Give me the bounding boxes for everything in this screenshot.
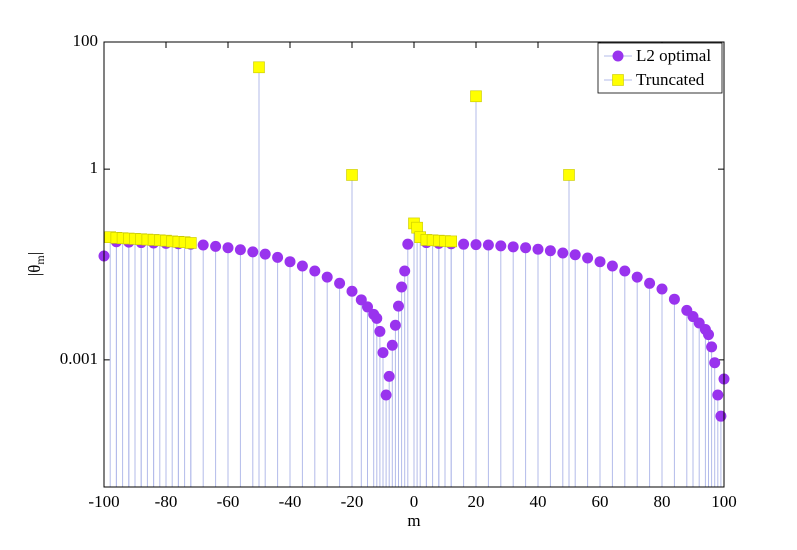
x-tick-label: -60 xyxy=(217,492,240,511)
marker xyxy=(569,249,581,261)
marker xyxy=(380,389,392,401)
marker xyxy=(619,265,631,277)
marker xyxy=(703,329,714,341)
marker xyxy=(355,294,367,306)
marker xyxy=(197,239,209,251)
marker xyxy=(470,90,482,103)
marker xyxy=(402,238,414,250)
legend-label: L2 optimal xyxy=(636,46,711,65)
legend-marker xyxy=(612,74,624,86)
marker xyxy=(631,271,643,283)
marker xyxy=(445,235,458,248)
marker xyxy=(507,241,519,253)
x-tick-label: 60 xyxy=(592,492,609,511)
x-tick-label: 20 xyxy=(468,492,485,511)
marker xyxy=(563,169,575,181)
marker xyxy=(334,277,346,289)
marker xyxy=(399,265,411,277)
marker xyxy=(715,410,727,422)
marker xyxy=(309,265,321,277)
y-label-part: |θ xyxy=(25,265,44,277)
marker xyxy=(389,319,401,331)
marker xyxy=(222,242,234,254)
marker xyxy=(458,238,470,250)
x-tick-label: 40 xyxy=(530,492,547,511)
marker xyxy=(557,247,569,259)
x-axis-label: m xyxy=(407,511,420,530)
marker xyxy=(234,244,246,256)
y-tick-label: 100 xyxy=(73,31,99,50)
x-tick-label: 80 xyxy=(654,492,671,511)
x-tick-label: -80 xyxy=(155,492,178,511)
marker xyxy=(386,339,398,351)
marker xyxy=(296,260,308,272)
marker xyxy=(396,281,408,293)
marker xyxy=(346,285,358,297)
marker xyxy=(259,248,271,260)
marker xyxy=(482,239,494,251)
y-label-sub: m xyxy=(33,255,47,265)
marker xyxy=(362,301,373,313)
marker xyxy=(377,347,389,359)
marker xyxy=(393,300,404,312)
marker xyxy=(495,240,507,252)
marker xyxy=(210,240,222,252)
marker xyxy=(520,242,532,254)
marker xyxy=(606,260,618,272)
legend-marker xyxy=(612,50,624,62)
y-label-part: | xyxy=(25,252,44,255)
x-tick-label: -20 xyxy=(341,492,364,511)
marker xyxy=(470,239,482,251)
marker xyxy=(712,389,724,401)
marker xyxy=(185,237,197,249)
marker xyxy=(321,271,333,283)
marker xyxy=(668,293,680,305)
marker xyxy=(272,251,284,263)
marker xyxy=(656,283,668,295)
x-tick-label: -40 xyxy=(279,492,302,511)
legend-label: Truncated xyxy=(636,70,705,89)
marker xyxy=(706,341,718,353)
x-tick-label: -100 xyxy=(88,492,119,511)
y-tick-label: 1 xyxy=(90,158,99,177)
marker xyxy=(594,256,606,268)
marker xyxy=(346,169,358,181)
marker xyxy=(709,357,721,369)
axes-box xyxy=(103,41,725,488)
marker xyxy=(247,246,259,258)
marker xyxy=(374,325,386,337)
y-tick-label: 0.001 xyxy=(60,349,98,368)
marker xyxy=(371,312,383,324)
marker xyxy=(253,61,265,74)
x-tick-label: 0 xyxy=(410,492,419,511)
y-axis-label: |θm| xyxy=(25,252,47,276)
marker xyxy=(644,277,656,289)
marker xyxy=(532,243,544,255)
marker xyxy=(544,245,556,257)
marker xyxy=(284,256,296,268)
marker xyxy=(582,252,594,264)
x-tick-label: 100 xyxy=(711,492,737,511)
marker xyxy=(383,370,395,382)
